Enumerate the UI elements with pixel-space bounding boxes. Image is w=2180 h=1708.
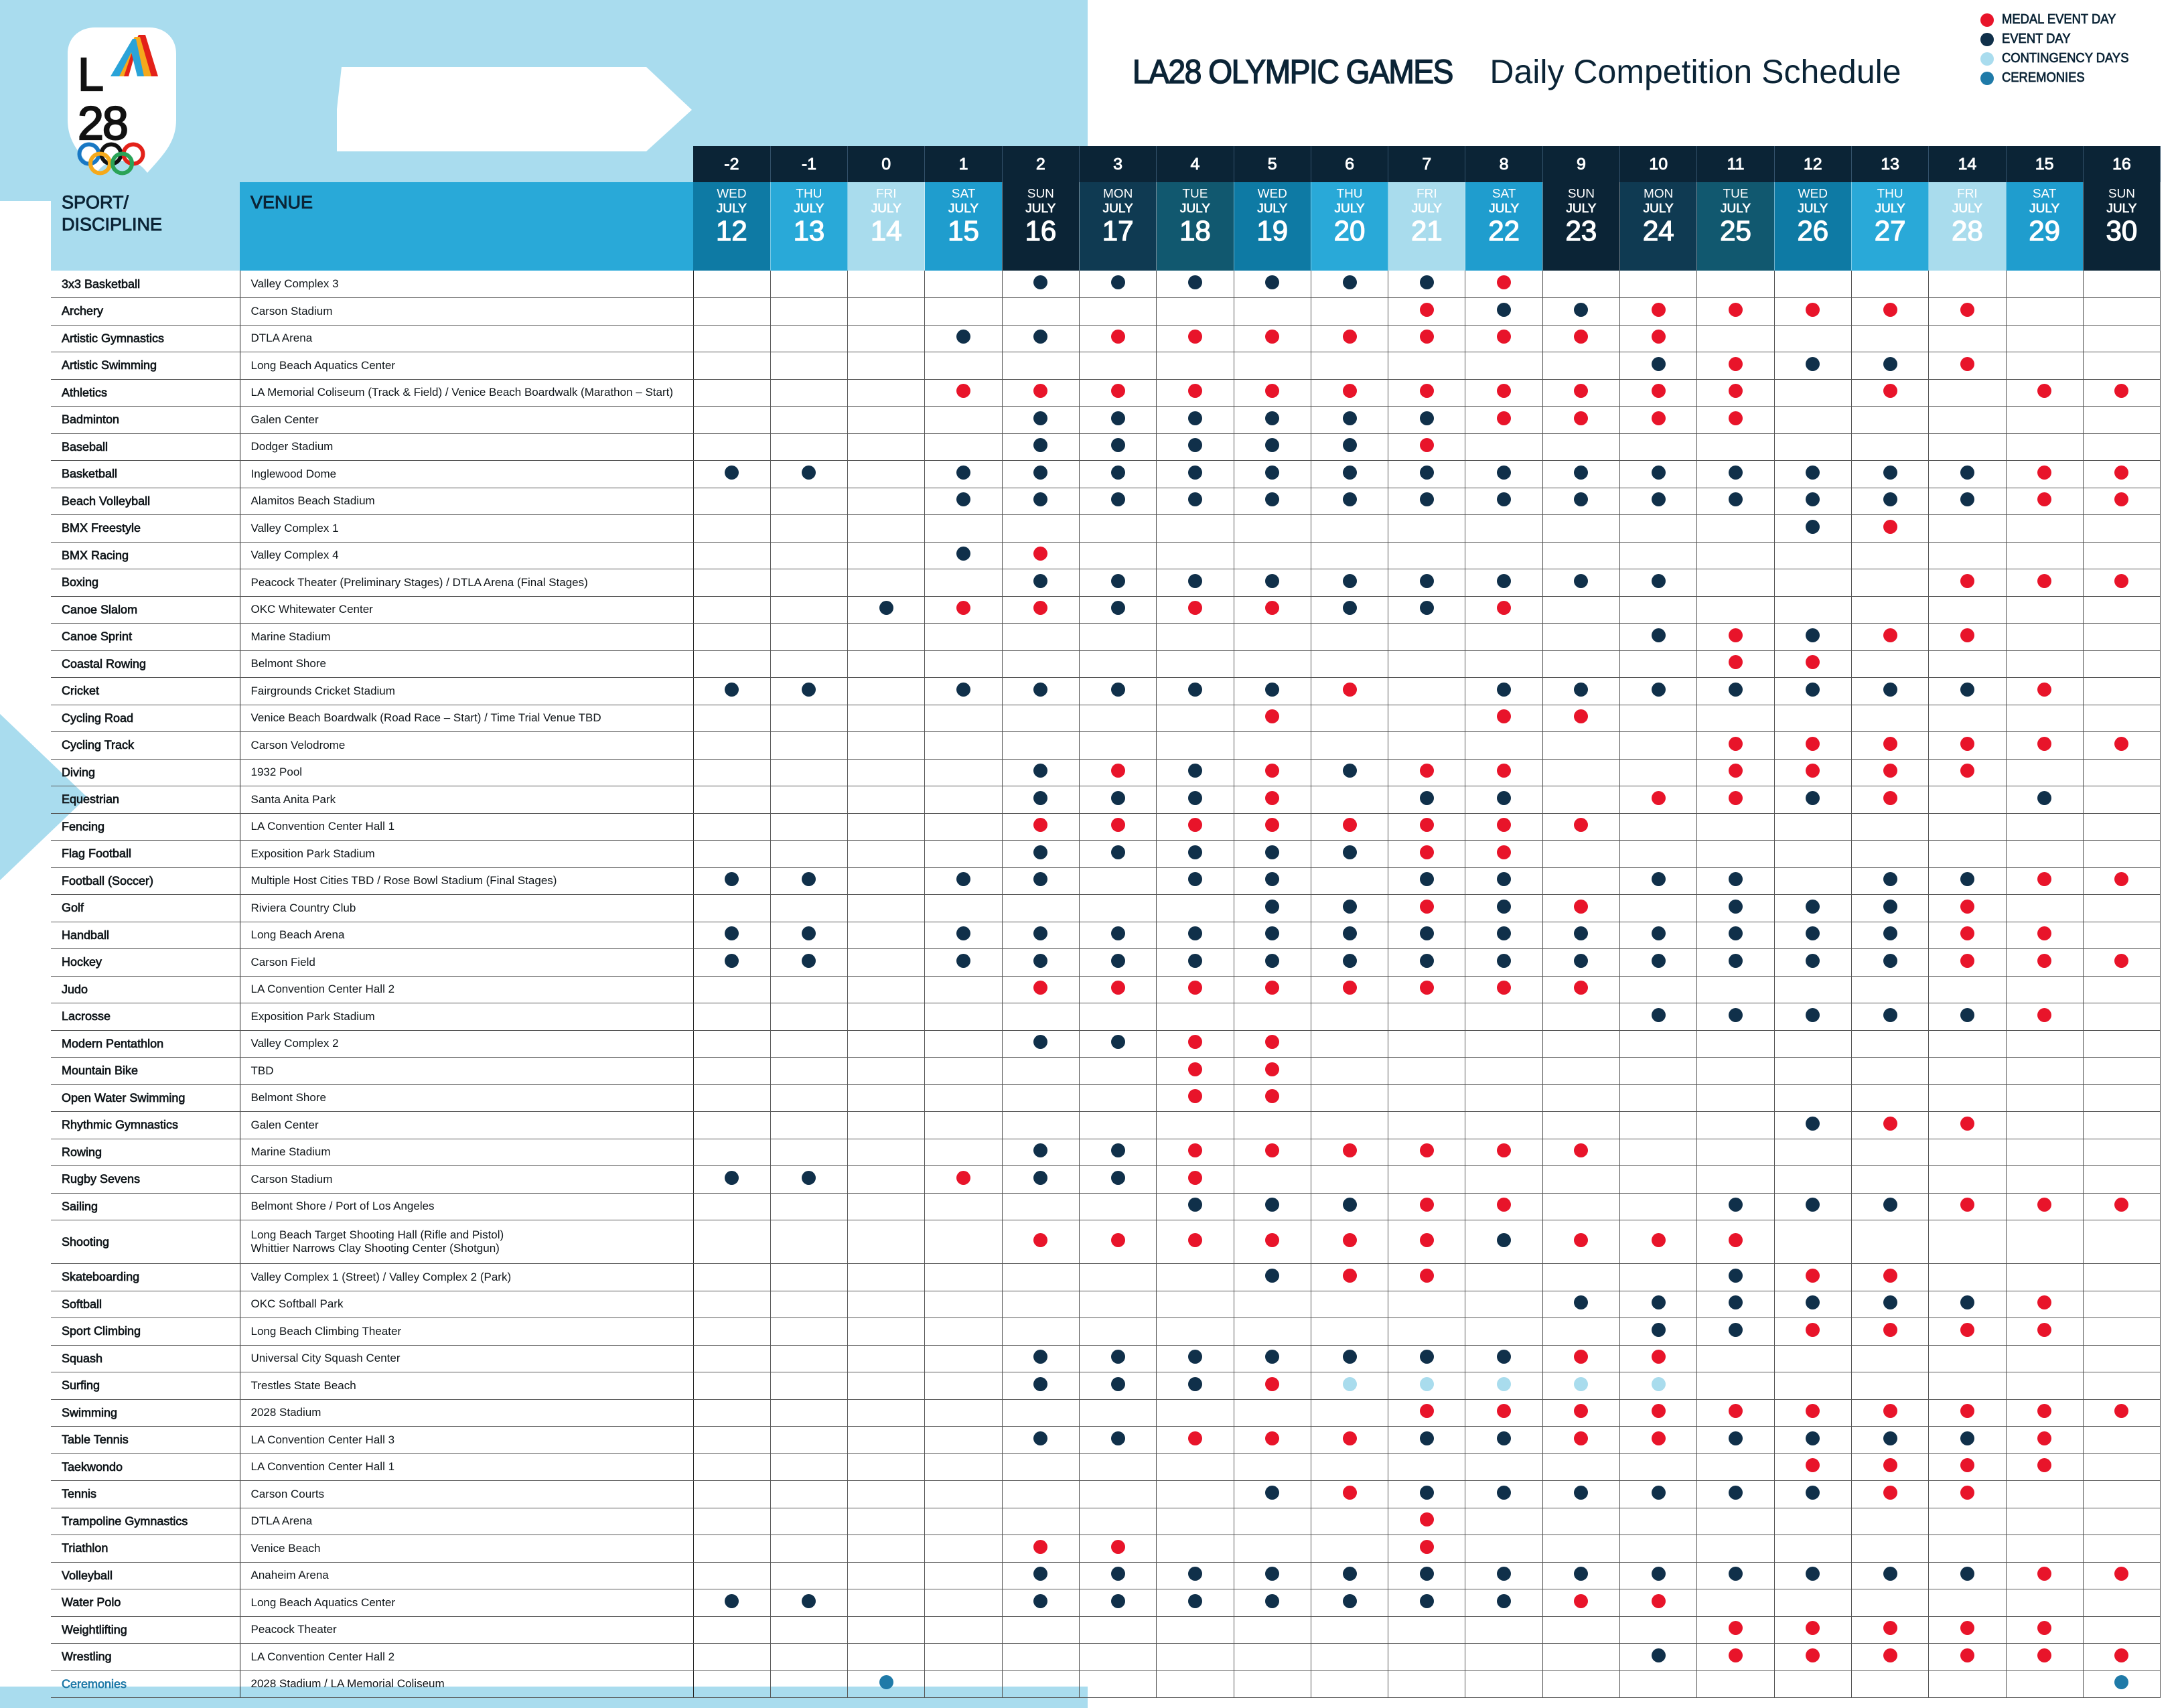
svg-text:28: 28	[78, 97, 127, 149]
svg-text:L: L	[78, 48, 103, 100]
